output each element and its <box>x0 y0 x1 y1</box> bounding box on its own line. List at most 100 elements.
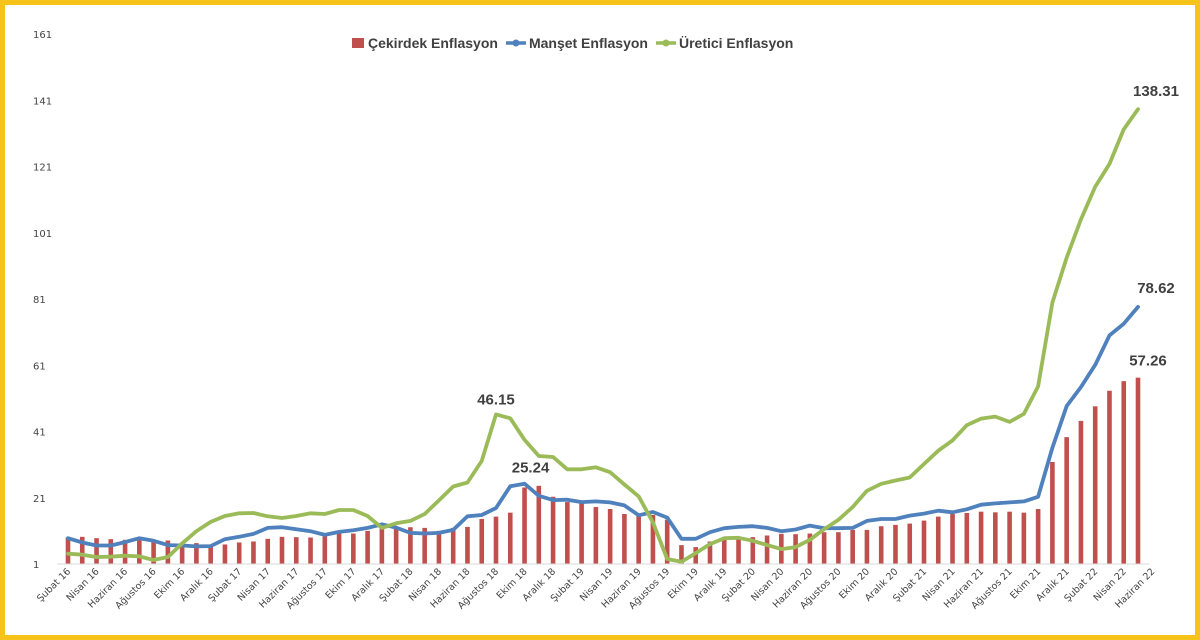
core-inflation-bar <box>1107 390 1112 564</box>
legend-swatch-bar <box>352 38 364 48</box>
core-inflation-bar <box>693 547 699 564</box>
core-inflation-bar <box>679 545 684 564</box>
core-inflation-bar <box>137 538 142 564</box>
legend-label: Çekirdek Enflasyon <box>368 35 498 51</box>
core-inflation-bar <box>208 544 213 564</box>
core-inflation-bar <box>836 532 841 564</box>
legend-label: Üretici Enflasyon <box>679 35 793 51</box>
data-labels: 46.15 25.24 138.31 78.62 57.26 <box>477 83 1179 477</box>
core-inflation-bar <box>1021 512 1027 564</box>
core-inflation-bar <box>707 541 713 564</box>
core-inflation-bar <box>251 541 256 564</box>
core-inflation-bar <box>108 539 114 564</box>
legend-item: Çekirdek Enflasyon <box>352 35 498 51</box>
legend-label: Manşet Enflasyon <box>529 35 648 51</box>
core-inflation-bar <box>1035 509 1041 564</box>
core-inflation-bar <box>165 540 171 564</box>
y-tick-label: 61 <box>33 361 46 372</box>
y-tick-label: 101 <box>33 229 52 240</box>
core-inflation-bar <box>764 535 770 564</box>
core-inflation-bar <box>393 526 399 564</box>
core-inflation-bar <box>921 520 927 564</box>
legend-swatch-marker <box>512 39 520 47</box>
core-inflation-bar <box>907 523 913 564</box>
legend-swatch-marker <box>662 39 670 47</box>
core-inflation-bar <box>194 543 199 564</box>
y-tick-label: 121 <box>33 163 52 174</box>
core-inflation-bar <box>79 536 85 564</box>
core-inflation-bar <box>450 527 456 564</box>
y-tick-label: 41 <box>33 428 46 439</box>
core-inflation-bar <box>1064 437 1069 564</box>
core-inflation-bar <box>736 537 741 564</box>
core-inflation-bar <box>935 516 941 564</box>
core-inflation-bar <box>850 529 855 564</box>
y-tick-label: 141 <box>33 96 52 107</box>
legend-item: Manşet Enflasyon <box>505 35 648 51</box>
core-inflation-bar <box>179 542 185 564</box>
core-inflation-bar <box>151 539 156 564</box>
core-inflation-bar <box>593 507 599 564</box>
y-tick-label: 161 <box>33 30 52 41</box>
core-inflation-bar <box>536 485 542 564</box>
core-inflation-bar <box>1050 461 1055 564</box>
core-inflation-bar <box>1135 377 1141 564</box>
core-inflation-bar <box>436 530 442 564</box>
core-inflation-bar <box>550 496 556 564</box>
y-tick-label: 1 <box>33 560 39 571</box>
core-inflation-bar <box>821 532 827 564</box>
core-inflation-bar <box>664 519 670 564</box>
core-inflation-bar <box>265 538 271 564</box>
core-inflation-bar <box>964 512 970 564</box>
data-label: 46.15 <box>477 391 515 408</box>
core-inflation-bar <box>950 513 955 564</box>
core-inflation-bar <box>308 537 313 564</box>
bar-series <box>65 377 1141 564</box>
core-inflation-bar <box>978 511 984 564</box>
core-inflation-bar <box>1092 406 1098 564</box>
core-inflation-bar <box>94 538 99 564</box>
core-inflation-bar <box>293 537 299 564</box>
core-inflation-bar <box>236 542 242 564</box>
core-inflation-bar <box>408 527 413 564</box>
core-inflation-bar <box>565 502 570 564</box>
core-inflation-bar <box>750 537 756 564</box>
data-label: 25.24 <box>512 460 550 477</box>
legend-item: Üretici Enflasyon <box>655 35 793 51</box>
core-inflation-bar <box>322 536 328 564</box>
y-tick-label: 21 <box>33 494 46 505</box>
core-inflation-bar <box>878 526 884 564</box>
core-inflation-bar <box>493 516 499 564</box>
core-inflation-bar <box>465 526 470 564</box>
core-inflation-bar <box>864 529 870 564</box>
core-inflation-bar <box>893 524 898 564</box>
core-inflation-bar <box>650 514 656 564</box>
core-inflation-bar <box>1078 420 1084 564</box>
core-inflation-bar <box>507 512 513 564</box>
line-series <box>66 107 1140 564</box>
data-label: 78.62 <box>1137 280 1175 297</box>
core-inflation-bar <box>622 513 627 564</box>
producer-inflation-line <box>66 107 1140 564</box>
core-inflation-bar <box>65 537 71 564</box>
core-inflation-bar <box>579 502 584 564</box>
core-inflation-bar <box>807 533 813 564</box>
core-inflation-bar <box>222 544 228 564</box>
core-inflation-bar <box>479 518 485 564</box>
data-label: 138.31 <box>1133 83 1179 100</box>
core-inflation-bar <box>279 536 285 564</box>
core-inflation-bar <box>721 537 727 564</box>
core-inflation-bar <box>522 487 527 564</box>
core-inflation-bar <box>993 512 998 564</box>
core-inflation-bar <box>1007 511 1012 564</box>
data-label: 57.26 <box>1129 353 1167 370</box>
core-inflation-bar <box>793 534 798 564</box>
core-inflation-bar <box>351 533 356 564</box>
core-inflation-bar <box>365 530 370 564</box>
legend: Çekirdek Enflasyon Manşet Enflasyon Üretic… <box>352 35 793 51</box>
y-tick-label: 81 <box>33 295 46 306</box>
